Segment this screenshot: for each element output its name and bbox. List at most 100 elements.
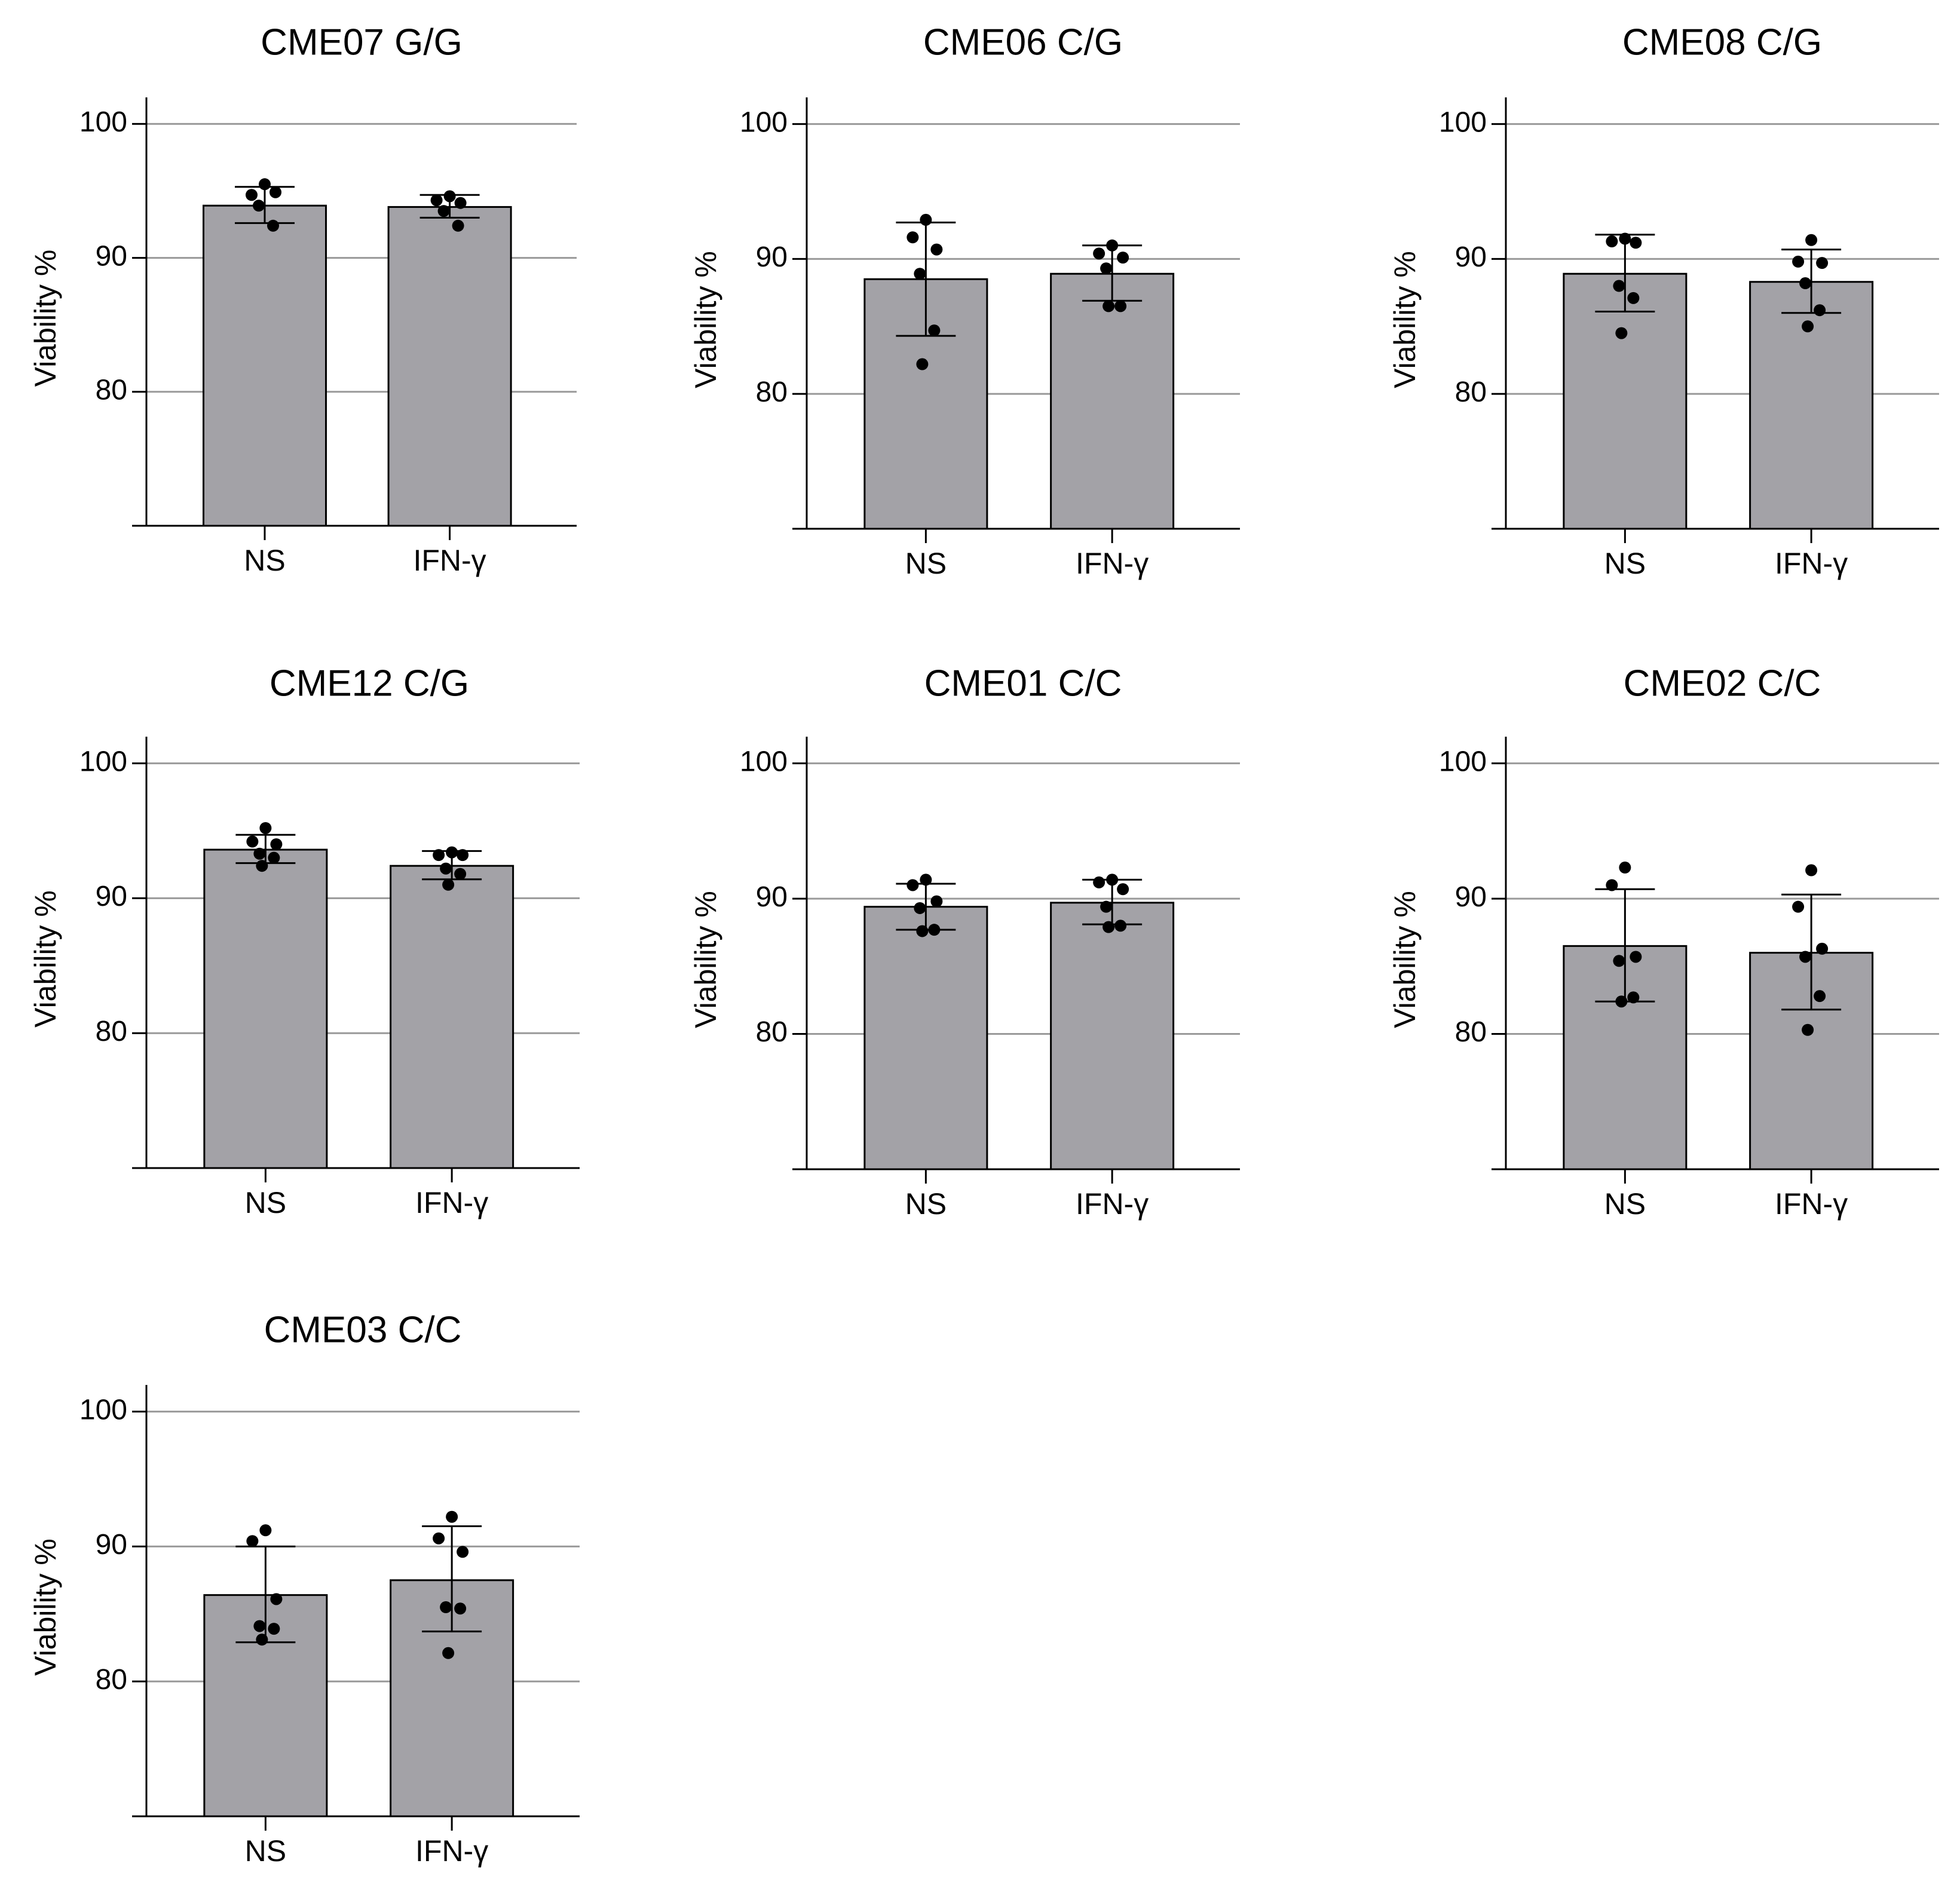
y-tick-label: 90: [756, 881, 788, 913]
bar: [203, 848, 328, 1169]
data-point: [930, 895, 943, 908]
data-point: [259, 822, 272, 834]
data-point: [914, 268, 926, 280]
x-tick-label: NS: [905, 1187, 947, 1221]
y-tick-label: 80: [1455, 376, 1487, 408]
data-point: [916, 358, 929, 370]
data-point: [1792, 900, 1805, 913]
x-tick-label: IFN-γ: [1775, 547, 1848, 580]
chart-panel: CME01 C/C 80 90 100 Viability % NS IFN-γ: [689, 663, 1240, 1221]
data-point: [1606, 235, 1618, 248]
data-point: [916, 925, 929, 937]
data-point: [1814, 990, 1826, 1003]
data-point: [1114, 920, 1127, 932]
data-point: [440, 862, 452, 875]
data-point: [454, 868, 467, 880]
data-point: [256, 1633, 268, 1646]
y-tick-label: 90: [756, 241, 788, 273]
x-tick-label: NS: [245, 1834, 286, 1868]
bar: [390, 865, 514, 1169]
data-point: [1100, 900, 1113, 913]
data-point: [446, 846, 458, 859]
data-point: [259, 178, 271, 191]
data-point: [246, 189, 258, 201]
chart-title: CME12 C/G: [270, 663, 469, 704]
data-point: [1627, 292, 1640, 304]
data-point: [440, 1601, 452, 1613]
data-point: [452, 219, 464, 232]
data-point: [1814, 304, 1826, 317]
y-tick-label: 100: [79, 106, 127, 138]
bar: [1563, 272, 1688, 530]
data-point: [443, 190, 456, 203]
data-point: [1792, 255, 1805, 268]
chart-title: CME01 C/C: [924, 663, 1122, 704]
chart-title: CME08 C/G: [1622, 22, 1822, 63]
data-point: [906, 879, 919, 891]
data-point: [259, 1524, 272, 1537]
y-tick-label: 100: [1439, 106, 1487, 138]
y-tick-label: 90: [1455, 241, 1487, 273]
data-point: [454, 197, 467, 209]
data-point: [1102, 921, 1115, 933]
y-axis-label: Viability %: [1388, 251, 1422, 388]
chart-title: CME03 C/C: [264, 1309, 462, 1350]
chart-panel: CME08 C/G 80 90 100 Viability % NS IFN-γ: [1388, 22, 1939, 580]
chart-panel: CME03 C/C 80 90 100 Viability % NS IFN-γ: [29, 1309, 580, 1868]
data-point: [457, 1546, 469, 1558]
data-point: [1799, 951, 1812, 963]
data-point: [246, 1535, 259, 1547]
data-point: [1816, 942, 1829, 955]
data-point: [1619, 862, 1631, 874]
y-tick-label: 90: [96, 240, 127, 272]
data-point: [1615, 995, 1628, 1008]
data-point: [256, 860, 268, 872]
data-point: [1613, 280, 1625, 292]
data-point: [920, 213, 932, 226]
data-point: [928, 324, 941, 337]
y-tick-label: 80: [96, 374, 127, 406]
data-point: [1805, 234, 1818, 246]
data-point: [1615, 327, 1628, 339]
x-tick-label: NS: [244, 544, 285, 577]
x-tick-label: IFN-γ: [1076, 1187, 1149, 1221]
data-point: [1114, 300, 1127, 312]
data-point: [1102, 300, 1115, 312]
data-point: [433, 1532, 445, 1544]
bar: [387, 206, 512, 527]
x-tick-label: IFN-γ: [1076, 547, 1149, 580]
y-tick-label: 100: [740, 746, 788, 777]
data-point: [914, 902, 926, 914]
data-point: [268, 1623, 280, 1635]
data-point: [928, 924, 941, 936]
data-point: [1805, 864, 1818, 876]
data-point: [1630, 237, 1642, 249]
data-point: [920, 873, 932, 886]
data-point: [253, 1620, 266, 1632]
x-tick-label: NS: [1604, 547, 1646, 580]
data-point: [1802, 320, 1814, 333]
y-axis-label: Viability %: [689, 251, 722, 388]
data-point: [1106, 239, 1119, 252]
data-point: [457, 849, 469, 862]
x-tick-label: NS: [245, 1186, 286, 1219]
data-point: [437, 205, 450, 217]
chart-title: CME02 C/C: [1624, 663, 1821, 704]
y-tick-label: 90: [1455, 881, 1487, 913]
x-tick-label: IFN-γ: [413, 544, 486, 577]
data-point: [446, 1510, 458, 1523]
chart-panel: CME07 G/G 80 90 100 Viability % NS IFN-γ: [29, 22, 577, 577]
data-point: [1630, 951, 1642, 963]
data-point: [1093, 247, 1105, 260]
data-point: [1117, 252, 1129, 264]
data-point: [1613, 955, 1625, 967]
y-axis-label: Viability %: [29, 1538, 62, 1676]
data-point: [442, 1647, 455, 1659]
x-tick-label: IFN-γ: [415, 1834, 488, 1868]
chart-title: CME06 C/G: [923, 22, 1123, 63]
y-tick-label: 80: [96, 1016, 127, 1047]
y-axis-label: Viability %: [29, 890, 62, 1028]
data-point: [454, 1602, 467, 1615]
data-point: [1802, 1023, 1814, 1036]
